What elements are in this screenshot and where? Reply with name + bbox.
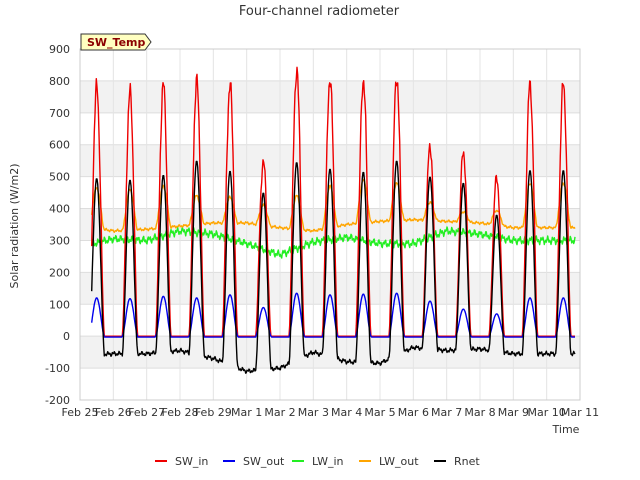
legend: SW_in SW_out LW_in LW_out Rnet (155, 455, 480, 468)
y-tick-label: -100 (45, 362, 70, 375)
sw-temp-badge: SW_Temp (80, 33, 152, 51)
x-tick-label: Mar 4 (331, 406, 362, 419)
y-tick-label: 700 (49, 107, 70, 120)
x-tick-label: Mar 2 (264, 406, 295, 419)
y-tick-label: 800 (49, 75, 70, 88)
x-tick-label: Mar 11 (561, 406, 599, 419)
y-tick-label: 200 (49, 266, 70, 279)
y-tick-label: 500 (49, 171, 70, 184)
y-tick-label: 600 (49, 139, 70, 152)
y-tick-label: 0 (63, 330, 70, 343)
grid-band (80, 336, 580, 369)
x-tick-label: Feb 28 (162, 406, 199, 419)
x-tick-label: Mar 1 (231, 406, 262, 419)
x-tick-label: Mar 10 (528, 406, 566, 419)
series-line-sw-in (91, 66, 575, 337)
series-line-sw-out (91, 292, 575, 338)
x-tick-label: Mar 3 (298, 406, 329, 419)
y-tick-label: 300 (49, 234, 70, 247)
y-axis-ticks: -200 -100 0 100 200 300 400 500 600 700 800 900 (45, 43, 70, 407)
y-tick-label: 100 (49, 298, 70, 311)
legend-label: LW_in (312, 455, 344, 468)
series-line-rnet (91, 160, 576, 374)
x-tick-label: Mar 5 (364, 406, 395, 419)
y-tick-label: 400 (49, 203, 70, 216)
y-tick-label: -200 (45, 394, 70, 407)
legend-label: LW_out (379, 455, 419, 468)
x-tick-label: Feb 25 (62, 406, 99, 419)
x-axis-label: Time (552, 423, 580, 436)
x-tick-label: Mar 7 (431, 406, 462, 419)
x-tick-label: Feb 26 (95, 406, 132, 419)
x-tick-label: Feb 29 (195, 406, 232, 419)
legend-label: SW_in (175, 455, 208, 468)
series-lines (91, 66, 576, 374)
x-tick-label: Mar 9 (498, 406, 529, 419)
x-tick-label: Mar 6 (398, 406, 429, 419)
chart-title: Four-channel radiometer (239, 4, 400, 19)
legend-label: SW_out (243, 455, 285, 468)
plot-frame (79, 48, 581, 401)
legend-label: Rnet (454, 455, 480, 468)
grid-band (80, 272, 580, 305)
badge-label: SW_Temp (87, 36, 146, 49)
x-tick-label: Mar 8 (464, 406, 495, 419)
y-tick-label: 900 (49, 43, 70, 56)
y-axis-label: Solar radiation (W/m2) (8, 163, 21, 288)
plot-bands (80, 49, 580, 400)
x-tick-label: Feb 27 (128, 406, 165, 419)
